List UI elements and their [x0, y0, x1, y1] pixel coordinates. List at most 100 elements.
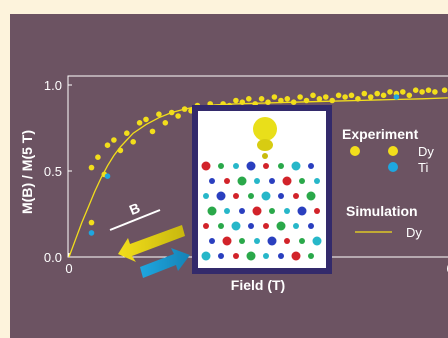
legend-marker-dy-a — [350, 146, 360, 156]
lattice-atom — [308, 163, 314, 169]
lattice-atom — [282, 176, 292, 186]
lattice-atom — [276, 221, 286, 231]
simulation-line-dy — [68, 97, 448, 258]
data-point-dy — [441, 87, 448, 93]
data-point-dy — [143, 116, 149, 123]
data-point-dy — [297, 94, 303, 100]
lattice-atom — [233, 253, 239, 259]
y-tick-label: 1.0 — [44, 78, 62, 93]
data-point-dy — [258, 96, 265, 102]
data-point-dy — [88, 219, 95, 226]
lattice-atom — [201, 251, 211, 261]
data-point-dy — [419, 89, 425, 95]
data-point-dy — [406, 92, 413, 99]
data-point-dy — [278, 97, 284, 104]
lattice-atom — [224, 208, 230, 214]
lattice-atom — [252, 206, 262, 216]
lattice-atom — [269, 208, 275, 214]
data-point-dy — [342, 94, 348, 100]
lattice-atom — [263, 163, 269, 169]
x-axis-label: Field (T) — [231, 277, 285, 293]
yellow-arrow — [118, 225, 185, 262]
legend-marker-ti — [388, 162, 398, 172]
y-tick-label: 0.5 — [44, 164, 62, 179]
lattice-atom — [312, 236, 322, 246]
data-point-dy — [239, 99, 246, 105]
data-point-dy — [290, 99, 297, 105]
lattice-atom — [201, 161, 211, 171]
data-point-dy — [104, 142, 111, 148]
data-point-dy — [425, 87, 432, 93]
data-point-dy — [111, 137, 117, 143]
data-point-dy — [335, 92, 342, 99]
legend-experiment-title: Experiment — [342, 126, 419, 142]
lattice-atom — [218, 253, 224, 259]
data-point-ti — [88, 230, 95, 236]
data-point-dy — [124, 130, 130, 136]
lattice-atom — [254, 238, 260, 244]
data-point-dy — [156, 111, 162, 117]
lattice-atom — [299, 238, 305, 244]
y-axis-label: M(B) / M(5 T) — [19, 130, 35, 214]
data-point-dy — [387, 89, 393, 95]
figure-panel: 0.0 0.5 1.0 0 2 4 6 Field (T) M(B) / M(5… — [10, 14, 448, 338]
data-point-dy — [233, 97, 239, 104]
lattice-image — [201, 161, 322, 261]
lattice-atom — [291, 161, 301, 171]
lattice-atom — [299, 178, 305, 184]
field-label: B — [127, 199, 142, 218]
field-direction-line — [109, 209, 161, 231]
lattice-atom — [218, 223, 224, 229]
lattice-atom — [222, 236, 232, 246]
data-point-dy — [284, 96, 291, 102]
data-point-ti — [104, 173, 111, 179]
data-point-dy — [271, 94, 278, 100]
y-axis: 0.0 0.5 1.0 — [44, 78, 72, 265]
data-point-dy — [400, 89, 406, 95]
data-point-dy — [412, 87, 419, 93]
lattice-atom — [237, 176, 247, 186]
legend: Experiment Dy Ti Simulation Dy — [342, 126, 434, 240]
data-point-dy — [168, 109, 175, 116]
data-point-dy — [316, 96, 323, 102]
lattice-atom — [209, 178, 215, 184]
data-point-dy — [162, 120, 169, 126]
lattice-atom — [254, 178, 260, 184]
data-point-dy — [374, 90, 381, 97]
lattice-atom — [278, 193, 284, 199]
data-point-dy — [310, 92, 316, 99]
lattice-atom — [284, 208, 290, 214]
structure-inset — [192, 105, 332, 274]
data-point-dy — [323, 94, 329, 100]
data-point-dy — [130, 139, 136, 145]
legend-simulation-title: Simulation — [346, 203, 418, 219]
data-point-dy — [380, 92, 387, 99]
lattice-atom — [293, 193, 299, 199]
lattice-atom — [218, 163, 224, 169]
lattice-atom — [239, 238, 245, 244]
y-tick-label: 0.0 — [44, 250, 62, 265]
lattice-atom — [233, 193, 239, 199]
lattice-atom — [261, 191, 271, 201]
lattice-atom — [278, 253, 284, 259]
lattice-atom — [248, 193, 254, 199]
data-point-dy — [149, 128, 156, 135]
data-point-dy — [265, 99, 271, 105]
lattice-atom — [246, 251, 256, 261]
lattice-atom — [239, 208, 245, 214]
lattice-atom — [269, 178, 275, 184]
lattice-atom — [263, 253, 269, 259]
lattice-atom — [224, 178, 230, 184]
lattice-atom — [209, 238, 215, 244]
legend-marker-dy-b — [388, 146, 398, 156]
chart-svg: 0.0 0.5 1.0 0 2 4 6 Field (T) M(B) / M(5… — [19, 75, 448, 293]
lattice-atom — [203, 193, 209, 199]
lattice-atom — [207, 206, 217, 216]
field-arrows: B — [109, 199, 190, 278]
legend-label-sim-dy: Dy — [406, 225, 422, 240]
data-point-ti — [393, 94, 400, 100]
lattice-atom — [278, 163, 284, 169]
lattice-atom — [308, 223, 314, 229]
lattice-atom — [284, 238, 290, 244]
lattice-atom — [203, 223, 209, 229]
